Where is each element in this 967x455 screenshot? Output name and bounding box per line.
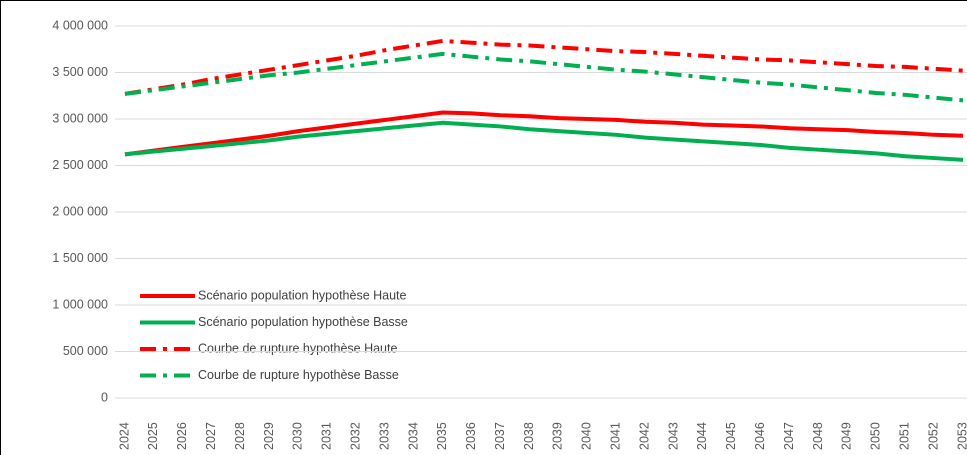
series-line — [124, 51, 964, 103]
x-tick-label: 2052 — [926, 422, 940, 450]
x-tick-label: 2042 — [637, 422, 651, 450]
x-tick-label: 2033 — [377, 422, 391, 450]
x-tick-label: 2026 — [175, 422, 189, 450]
x-tick-label: 2053 — [955, 422, 967, 450]
y-tick-label: 2 500 000 — [52, 158, 108, 172]
x-tick-label: 2027 — [204, 422, 218, 450]
y-tick-label: 0 — [101, 390, 108, 404]
x-tick-label: 2048 — [811, 422, 825, 450]
x-tick-label: 2040 — [580, 422, 594, 450]
x-tick-label: 2045 — [724, 422, 738, 450]
legend-label: Courbe de rupture hypothèse Haute — [198, 341, 397, 355]
x-tick-label: 2031 — [320, 422, 334, 450]
legend: Scénario population hypothèse Haute Scéna… — [140, 288, 408, 382]
y-tick-label: 4 000 000 — [52, 18, 108, 32]
series-line — [124, 120, 964, 162]
x-tick-label: 2047 — [782, 422, 796, 450]
y-tick-label: 500 000 — [63, 344, 108, 358]
y-tick-label: 2 000 000 — [52, 204, 108, 218]
y-tick-label: 3 500 000 — [52, 65, 108, 79]
series-line — [124, 110, 964, 157]
x-tick-label: 2050 — [869, 422, 883, 450]
x-tick-label: 2037 — [493, 422, 507, 450]
x-tick-label: 2041 — [609, 422, 623, 450]
x-tick-label: 2051 — [898, 422, 912, 450]
x-tick-label: 2025 — [146, 422, 160, 450]
x-tick-label: 2044 — [695, 422, 709, 450]
y-tick-label: 1 500 000 — [52, 251, 108, 265]
series-line — [124, 38, 964, 96]
x-tick-label: 2039 — [551, 422, 565, 450]
x-tick-label: 2034 — [406, 422, 420, 450]
y-tick-label: 3 000 000 — [52, 111, 108, 125]
x-tick-label: 2035 — [435, 422, 449, 450]
x-tick-label: 2049 — [840, 422, 854, 450]
x-tick-label: 2046 — [753, 422, 767, 450]
x-tick-label: 2030 — [291, 422, 305, 450]
x-tick-label: 2032 — [348, 422, 362, 450]
y-tick-label: 1 000 000 — [52, 297, 108, 311]
x-tick-label: 2043 — [666, 422, 680, 450]
x-tick-label: 2028 — [233, 422, 247, 450]
x-tick-label: 2038 — [522, 422, 536, 450]
x-tick-label: 2036 — [464, 422, 478, 450]
x-tick-label: 2024 — [117, 422, 131, 450]
x-tick-label: 2029 — [262, 422, 276, 450]
legend-label: Scénario population hypothèse Haute — [198, 288, 407, 302]
legend-label: Scénario population hypothèse Basse — [198, 315, 408, 329]
legend-label: Courbe de rupture hypothèse Basse — [198, 368, 399, 382]
